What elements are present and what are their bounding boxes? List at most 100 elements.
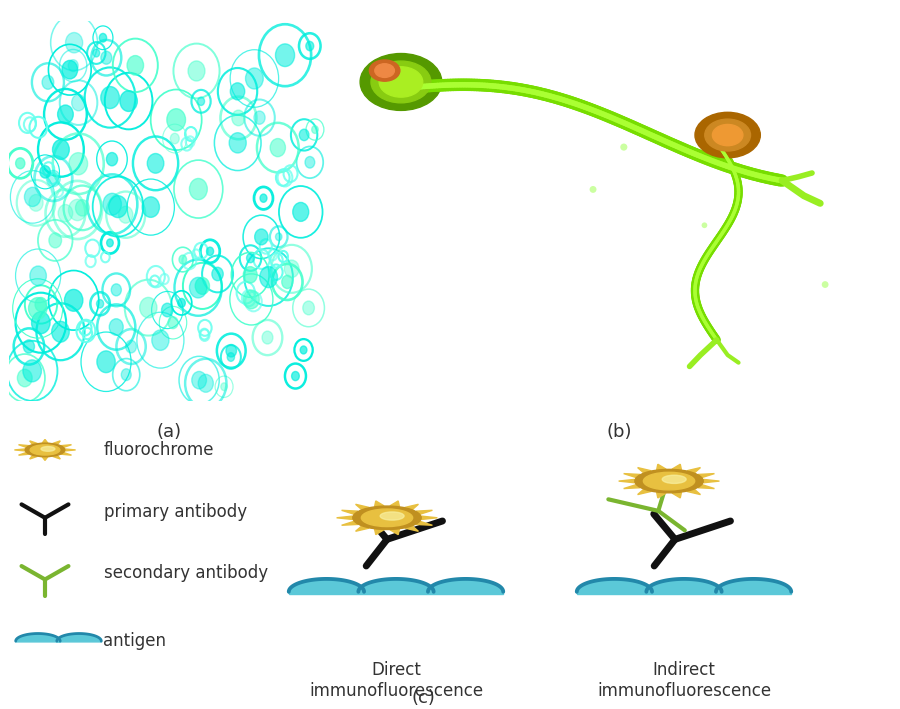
Circle shape (93, 49, 100, 57)
Polygon shape (421, 516, 437, 520)
Circle shape (305, 157, 315, 168)
Circle shape (76, 200, 89, 216)
Circle shape (292, 372, 300, 381)
Circle shape (369, 60, 400, 82)
Circle shape (246, 68, 264, 89)
Polygon shape (30, 441, 38, 445)
Text: secondary antibody: secondary antibody (104, 564, 267, 582)
Circle shape (284, 260, 299, 278)
Circle shape (275, 233, 282, 240)
Circle shape (120, 91, 138, 111)
Polygon shape (577, 591, 791, 593)
Circle shape (226, 345, 237, 357)
Polygon shape (19, 452, 29, 455)
Circle shape (713, 125, 742, 145)
Circle shape (212, 267, 223, 281)
Circle shape (189, 179, 207, 200)
Circle shape (270, 138, 285, 157)
Circle shape (695, 112, 760, 158)
Circle shape (25, 443, 65, 457)
Circle shape (353, 506, 421, 530)
Circle shape (230, 133, 247, 153)
Circle shape (227, 352, 235, 362)
Polygon shape (14, 449, 25, 451)
Circle shape (107, 239, 113, 247)
Circle shape (101, 51, 112, 65)
Polygon shape (358, 579, 434, 593)
Polygon shape (646, 579, 722, 593)
Polygon shape (356, 504, 369, 510)
Circle shape (42, 75, 54, 89)
Polygon shape (577, 579, 652, 593)
Circle shape (198, 374, 213, 392)
Circle shape (644, 472, 695, 490)
Circle shape (206, 247, 213, 255)
Circle shape (30, 445, 59, 455)
Circle shape (301, 346, 307, 354)
Circle shape (122, 369, 131, 381)
Circle shape (35, 298, 47, 311)
Polygon shape (342, 521, 358, 525)
Circle shape (220, 383, 228, 391)
Circle shape (170, 133, 179, 144)
Polygon shape (637, 467, 652, 473)
Circle shape (282, 275, 292, 289)
Polygon shape (61, 445, 71, 447)
Circle shape (311, 125, 319, 133)
Circle shape (51, 321, 69, 342)
Polygon shape (30, 455, 38, 459)
Circle shape (142, 197, 159, 218)
Circle shape (705, 119, 751, 151)
Circle shape (260, 194, 267, 202)
Circle shape (68, 60, 78, 72)
Circle shape (49, 233, 61, 248)
Polygon shape (687, 467, 700, 473)
Circle shape (178, 298, 185, 307)
Circle shape (32, 312, 50, 334)
Circle shape (168, 317, 178, 329)
Circle shape (47, 170, 60, 186)
Circle shape (41, 447, 55, 452)
Text: fluorochrome: fluorochrome (104, 441, 214, 459)
Circle shape (371, 61, 431, 103)
Circle shape (68, 199, 86, 220)
Circle shape (106, 152, 118, 166)
Circle shape (179, 255, 186, 264)
Polygon shape (374, 529, 384, 535)
Circle shape (275, 44, 294, 67)
Polygon shape (289, 591, 503, 593)
Circle shape (162, 303, 173, 317)
Circle shape (109, 196, 127, 218)
Polygon shape (52, 441, 60, 445)
Point (818, 279, 832, 290)
Polygon shape (342, 510, 358, 514)
Circle shape (101, 86, 120, 108)
Circle shape (360, 53, 442, 111)
Polygon shape (289, 579, 364, 593)
Polygon shape (716, 579, 791, 593)
Circle shape (112, 284, 122, 296)
Circle shape (152, 330, 169, 350)
Circle shape (197, 97, 204, 106)
Circle shape (69, 152, 87, 175)
Circle shape (190, 277, 207, 298)
Text: antigen: antigen (104, 632, 166, 650)
Circle shape (127, 55, 144, 75)
Circle shape (195, 277, 210, 294)
Polygon shape (672, 492, 681, 498)
Polygon shape (337, 516, 353, 520)
Polygon shape (405, 504, 418, 510)
Point (698, 220, 712, 231)
Polygon shape (374, 501, 384, 507)
Circle shape (119, 206, 133, 223)
Circle shape (30, 266, 47, 286)
Text: primary antibody: primary antibody (104, 503, 247, 520)
Text: (a): (a) (157, 423, 181, 441)
Polygon shape (390, 529, 400, 535)
Polygon shape (65, 449, 76, 451)
Polygon shape (624, 474, 640, 477)
Circle shape (247, 253, 255, 263)
Polygon shape (416, 521, 432, 525)
Circle shape (306, 41, 314, 51)
Polygon shape (416, 510, 432, 514)
